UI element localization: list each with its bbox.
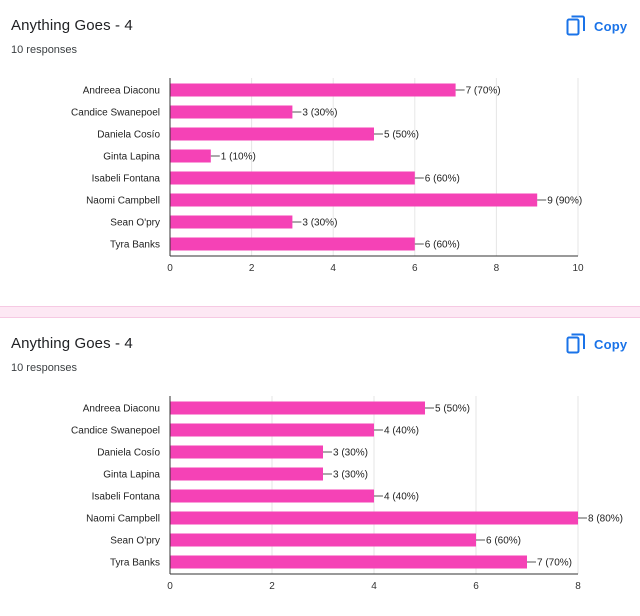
category-label: Daniela Cosío — [97, 448, 160, 459]
x-tick-label: 8 — [494, 263, 500, 274]
category-label: Isabeli Fontana — [92, 492, 161, 503]
category-label: Andreea Diaconu — [83, 86, 160, 97]
category-label: Candice Swanepoel — [71, 108, 160, 119]
bar-chart: 0 2 4 6 8 10 Andreea Diaconu 7 (70%) Candice Swa… — [71, 78, 584, 274]
category-label: Andreea Diaconu — [83, 404, 160, 415]
response-count: 10 responses — [11, 44, 78, 56]
copy-button[interactable]: Copy — [566, 12, 627, 40]
bar[interactable] — [170, 127, 374, 141]
bar[interactable] — [170, 423, 374, 437]
category-label: Sean O'pry — [110, 218, 160, 229]
data-label: 6 (60%) — [486, 536, 521, 547]
data-label: 3 (30%) — [302, 218, 337, 229]
data-label: 7 (70%) — [537, 558, 572, 569]
data-label: 3 (30%) — [302, 108, 337, 119]
bar[interactable] — [170, 555, 527, 569]
category-label: Daniela Cosío — [97, 130, 160, 141]
bar[interactable] — [170, 193, 538, 207]
category-label: Tyra Banks — [110, 558, 160, 569]
bar-chart: 0 2 4 6 8 Andreea Diaconu 5 (50%) Candice Swane… — [71, 396, 623, 592]
question-title: Anything Goes - 4 — [11, 335, 133, 352]
bar[interactable] — [170, 467, 323, 481]
question-card: Anything Goes - 4 10 responses Copy 0 2 4 6… — [0, 318, 640, 616]
data-label: 4 (40%) — [384, 426, 419, 437]
bar[interactable] — [170, 511, 578, 525]
question-card: Anything Goes - 4 10 responses Copy 0 2 4 6… — [0, 0, 640, 306]
category-label: Sean O'pry — [110, 536, 160, 547]
data-label: 9 (90%) — [547, 196, 582, 207]
x-tick-label: 4 — [371, 581, 377, 592]
bar[interactable] — [170, 401, 425, 415]
data-label: 4 (40%) — [384, 492, 419, 503]
bar[interactable] — [170, 105, 293, 119]
bar[interactable] — [170, 83, 456, 97]
category-label: Candice Swanepoel — [71, 426, 160, 437]
x-tick-label: 0 — [167, 581, 173, 592]
copy-label: Copy — [594, 336, 628, 352]
response-count: 10 responses — [11, 362, 78, 374]
section-divider — [0, 306, 640, 318]
x-tick-label: 6 — [412, 263, 418, 274]
x-tick-label: 6 — [473, 581, 479, 592]
x-tick-label: 10 — [572, 263, 584, 274]
bar[interactable] — [170, 237, 415, 251]
data-label: 7 (70%) — [466, 86, 501, 97]
copy-icon — [566, 15, 585, 36]
category-label: Naomi Campbell — [86, 514, 160, 525]
data-label: 3 (30%) — [333, 470, 368, 481]
data-label: 8 (80%) — [588, 514, 623, 525]
data-label: 3 (30%) — [333, 448, 368, 459]
data-label: 1 (10%) — [221, 152, 256, 163]
category-label: Ginta Lapina — [103, 470, 160, 481]
bar[interactable] — [170, 171, 415, 185]
x-tick-label: 8 — [575, 581, 581, 592]
data-label: 6 (60%) — [425, 174, 460, 185]
x-tick-label: 4 — [330, 263, 336, 274]
category-label: Ginta Lapina — [103, 152, 160, 163]
copy-icon — [566, 333, 585, 354]
bar[interactable] — [170, 489, 374, 503]
x-tick-label: 2 — [269, 581, 275, 592]
copy-button[interactable]: Copy — [566, 330, 627, 358]
question-title: Anything Goes - 4 — [11, 17, 133, 34]
data-label: 6 (60%) — [425, 240, 460, 251]
category-label: Tyra Banks — [110, 240, 160, 251]
category-label: Isabeli Fontana — [92, 174, 161, 185]
bar[interactable] — [170, 215, 293, 229]
data-label: 5 (50%) — [435, 404, 470, 415]
copy-label: Copy — [594, 18, 628, 34]
x-tick-label: 2 — [249, 263, 255, 274]
bar[interactable] — [170, 445, 323, 459]
data-label: 5 (50%) — [384, 130, 419, 141]
bar[interactable] — [170, 149, 211, 163]
category-label: Naomi Campbell — [86, 196, 160, 207]
x-tick-label: 0 — [167, 263, 173, 274]
bar[interactable] — [170, 533, 476, 547]
